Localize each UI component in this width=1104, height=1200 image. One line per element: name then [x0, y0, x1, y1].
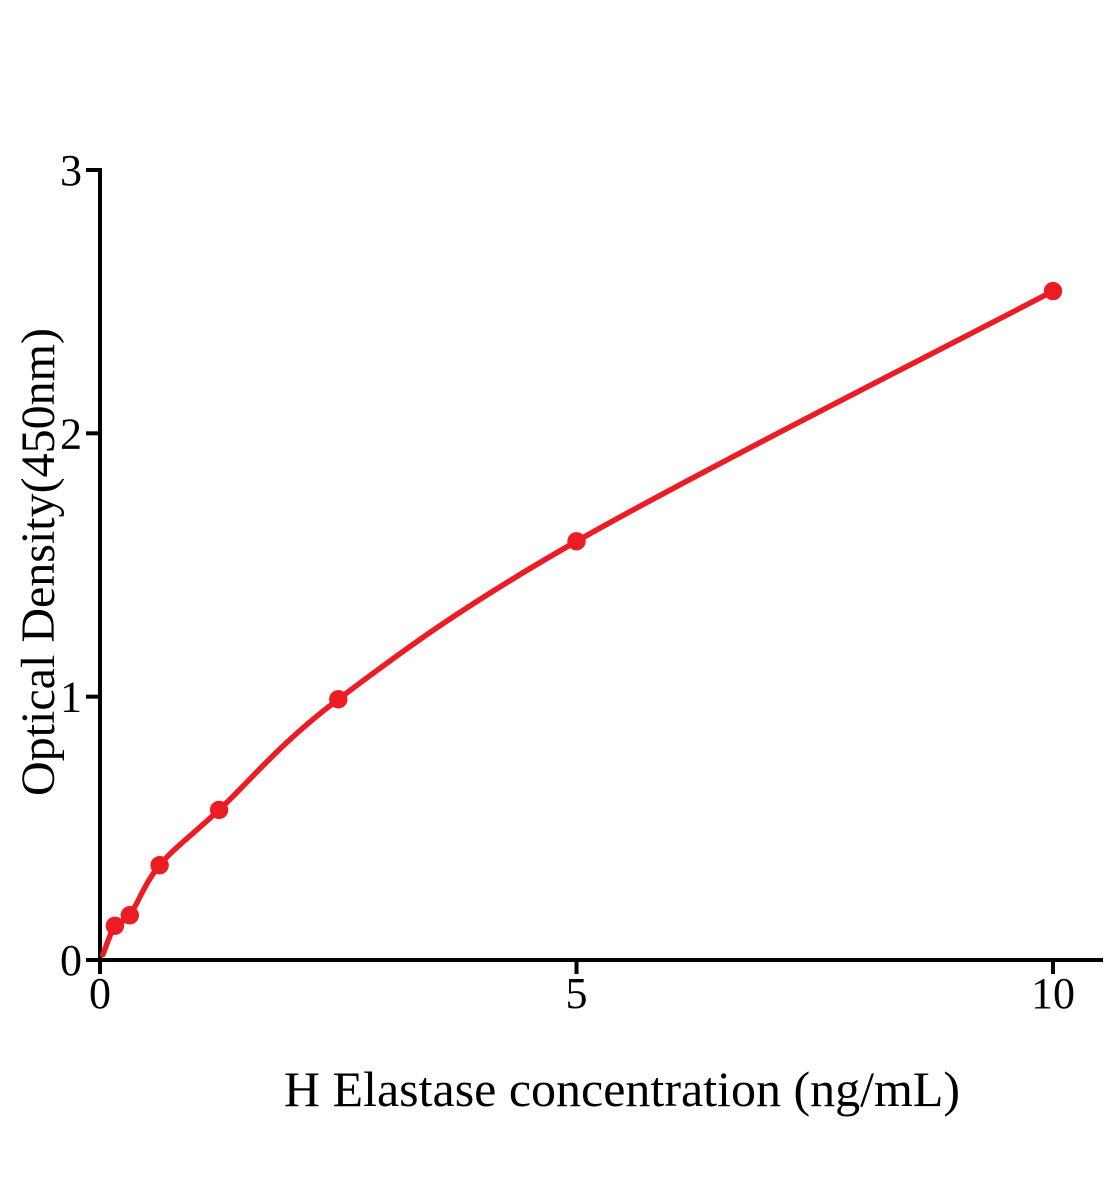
y-tick-label: 0: [60, 936, 82, 985]
fit-curve: [100, 288, 1056, 958]
y-axis-title: Optical Density(450nm): [12, 328, 65, 796]
y-tick-label: 2: [60, 409, 82, 458]
fit-curve-path: [100, 288, 1056, 958]
data-point: [1043, 281, 1063, 301]
x-tick-label: 5: [566, 969, 588, 1018]
data-points: [105, 281, 1063, 935]
data-point: [150, 856, 169, 875]
x-tick-label: 0: [89, 969, 111, 1018]
x-tick-label: 10: [1031, 969, 1075, 1018]
axes: 0 1 2 3 0 5 10: [60, 146, 1103, 1018]
x-axis-title: H Elastase concentration (ng/mL): [284, 1061, 960, 1117]
data-point: [105, 916, 125, 935]
y-tick-label: 1: [60, 673, 82, 722]
y-tick-label: 3: [60, 146, 82, 195]
data-point: [329, 690, 348, 709]
axis-titles: H Elastase concentration (ng/mL) Optical…: [12, 328, 960, 1117]
data-point: [120, 906, 139, 925]
data-point: [209, 800, 229, 820]
data-point: [567, 532, 586, 551]
